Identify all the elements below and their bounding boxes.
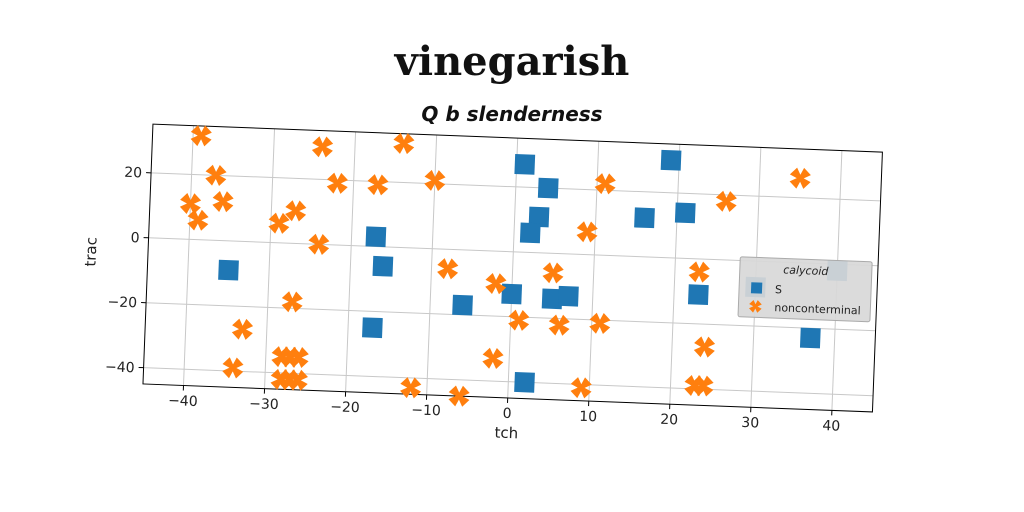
data-point-nonconterminal [693, 336, 716, 358]
data-point-s [519, 222, 541, 244]
data-point-nonconterminal [287, 346, 309, 368]
data-point-nonconterminal [190, 125, 212, 147]
x-tick-label: 20 [660, 412, 678, 429]
data-point-nonconterminal [286, 369, 308, 391]
y-tick-label: 20 [124, 165, 142, 182]
x-tick-label: 0 [502, 406, 512, 422]
x-tick-label: 40 [822, 418, 840, 435]
data-point-nonconterminal [424, 169, 446, 192]
data-point-s [537, 177, 559, 199]
y-tick-label: −20 [107, 294, 137, 311]
data-point-s [660, 149, 682, 171]
data-point-nonconterminal [789, 167, 811, 189]
data-point-s [634, 207, 655, 229]
data-point-nonconterminal [508, 309, 530, 331]
data-point-nonconterminal [393, 132, 415, 155]
data-point-nonconterminal [367, 174, 389, 196]
data-point-s [541, 288, 563, 310]
x-tick-label: 30 [741, 415, 759, 432]
tick-labels: −40 −30 −20 −10 0 10 20 30 40 −40 −20 0 20 [105, 165, 841, 435]
x-grid-line [588, 141, 600, 402]
legend-marker-s [750, 282, 763, 294]
x-grid-line [345, 131, 357, 392]
data-point-nonconterminal [231, 318, 254, 340]
data-point-s [674, 202, 696, 224]
legend-box [737, 256, 873, 323]
y-tick-label: 0 [130, 230, 140, 246]
data-point-s [528, 206, 550, 228]
data-point-s [365, 226, 387, 248]
data-point-nonconterminal [187, 209, 209, 231]
data-point-nonconterminal [548, 314, 570, 336]
data-point-nonconterminal [281, 291, 303, 313]
x-axis-label: tch [494, 423, 518, 442]
data-point-nonconterminal [570, 377, 592, 399]
x-tick-label: −40 [168, 393, 198, 410]
y-tick-label: −40 [105, 359, 135, 376]
data-point-s [514, 371, 535, 393]
data-point-nonconterminal [448, 385, 470, 407]
data-point-nonconterminal [268, 212, 290, 234]
data-point-nonconterminal [212, 190, 234, 213]
data-point-nonconterminal [285, 200, 307, 222]
data-point-s [452, 294, 473, 316]
data-point-nonconterminal [589, 312, 611, 335]
y-grid-line [143, 367, 874, 397]
x-tick-label: −20 [330, 399, 360, 416]
data-point-s [362, 317, 383, 339]
data-point-nonconterminal [205, 164, 227, 186]
legend-label: nonconterminal [774, 301, 861, 317]
data-point-nonconterminal [482, 347, 504, 369]
data-point-s [558, 285, 579, 307]
data-point-nonconterminal [400, 377, 422, 399]
x-grid-line [264, 128, 276, 389]
data-point-s [218, 259, 239, 281]
data-point-s [514, 154, 536, 175]
data-point-s [372, 255, 394, 277]
data-point-nonconterminal [326, 172, 349, 194]
data-point-nonconterminal [715, 190, 737, 213]
x-grid-line [507, 138, 519, 398]
data-point-nonconterminal [594, 173, 616, 195]
x-tick-label: 10 [579, 409, 597, 426]
x-tick-label: −10 [411, 402, 441, 419]
data-marks [179, 125, 848, 407]
data-point-nonconterminal [684, 374, 706, 397]
data-point-nonconterminal [437, 258, 459, 280]
data-point-nonconterminal [542, 262, 564, 284]
chart-title: vinegarish [394, 38, 630, 85]
chart-subtitle: Q b slenderness [421, 102, 603, 126]
data-point-nonconterminal [576, 221, 598, 243]
legend-title: calycoid [783, 263, 830, 278]
data-point-nonconterminal [688, 261, 710, 283]
x-tick-label: −30 [249, 396, 279, 413]
x-grid-line [669, 144, 681, 405]
data-point-nonconterminal [485, 273, 507, 295]
data-point-nonconterminal [308, 233, 330, 255]
data-point-s [501, 283, 523, 305]
x-grid-line [182, 125, 194, 386]
data-point-nonconterminal [179, 192, 202, 215]
data-point-s [687, 284, 709, 306]
legend-marker-nonconterminal [749, 300, 762, 313]
legend-label: S [775, 283, 782, 296]
y-grid-line [151, 172, 881, 202]
data-point-s [799, 327, 821, 349]
data-point-nonconterminal [311, 136, 334, 158]
data-point-nonconterminal [222, 357, 244, 379]
y-axis-label: trac [81, 237, 100, 267]
